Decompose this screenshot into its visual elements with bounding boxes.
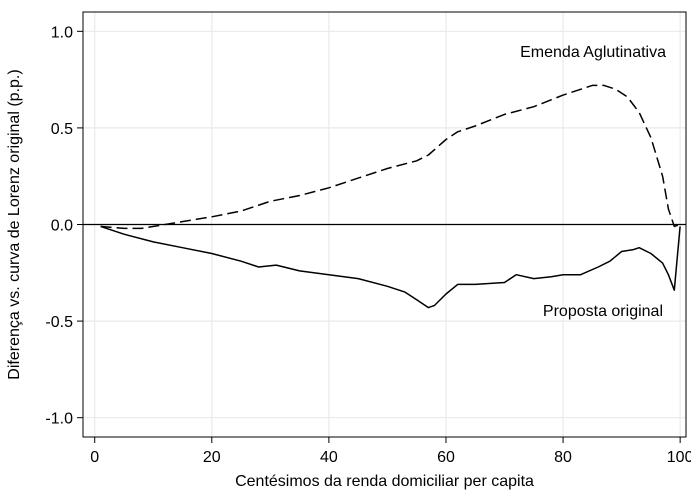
series-line-0 [100,84,681,230]
y-tick-label-3: 0.5 [51,121,73,138]
x-tick-label-60: 60 [437,449,455,466]
series-layer [100,84,681,309]
y-tick-label-0: -1.0 [45,411,73,428]
x-tick-label-80: 80 [554,449,572,466]
x-axis-title: Centésimos da renda domiciliar per capit… [235,473,534,490]
annotation-proposta-original: Proposta original [543,303,663,320]
x-tick-label-20: 20 [203,449,221,466]
x-tick-label-40: 40 [320,449,338,466]
series-line-1 [100,225,681,309]
annotation-emenda-aglutinativa: Emenda Aglutinativa [520,44,666,61]
y-axis-title: Diferença vs. curva de Lorenz original (… [6,69,23,379]
x-tick-label-0: 0 [90,449,99,466]
y-tick-label-1: -0.5 [45,314,73,331]
y-axis: -1.0 -0.5 0.0 0.5 1.0 [45,24,83,428]
y-tick-label-2: 0.0 [51,218,73,235]
x-axis: 0 20 40 60 80 100 [90,437,691,466]
y-tick-label-4: 1.0 [51,24,73,41]
x-tick-label-100: 100 [667,449,691,466]
